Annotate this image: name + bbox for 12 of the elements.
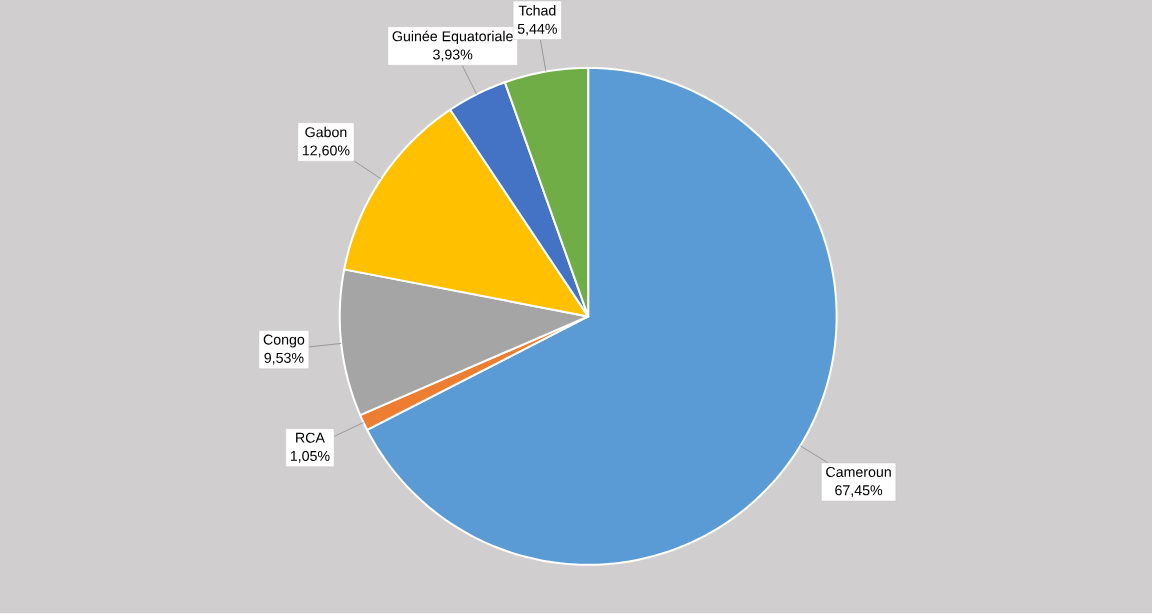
slice-label: Congo bbox=[263, 334, 305, 348]
data-label: 3,93% bbox=[433, 49, 473, 62]
slice-label: Gabon bbox=[305, 127, 347, 138]
slice-label: Cameroun bbox=[826, 467, 891, 478]
data-label: 9,53% bbox=[264, 353, 304, 365]
slice-label: Guinée Equatoriale bbox=[392, 30, 513, 45]
data-label: 5,44% bbox=[517, 24, 557, 36]
slice-label: Tchad bbox=[518, 5, 556, 16]
slice-label: RCA bbox=[296, 432, 325, 443]
data-label: 12,60% bbox=[302, 145, 350, 158]
data-label: 1,05% bbox=[290, 451, 330, 463]
data-label: 67,45% bbox=[835, 485, 883, 498]
